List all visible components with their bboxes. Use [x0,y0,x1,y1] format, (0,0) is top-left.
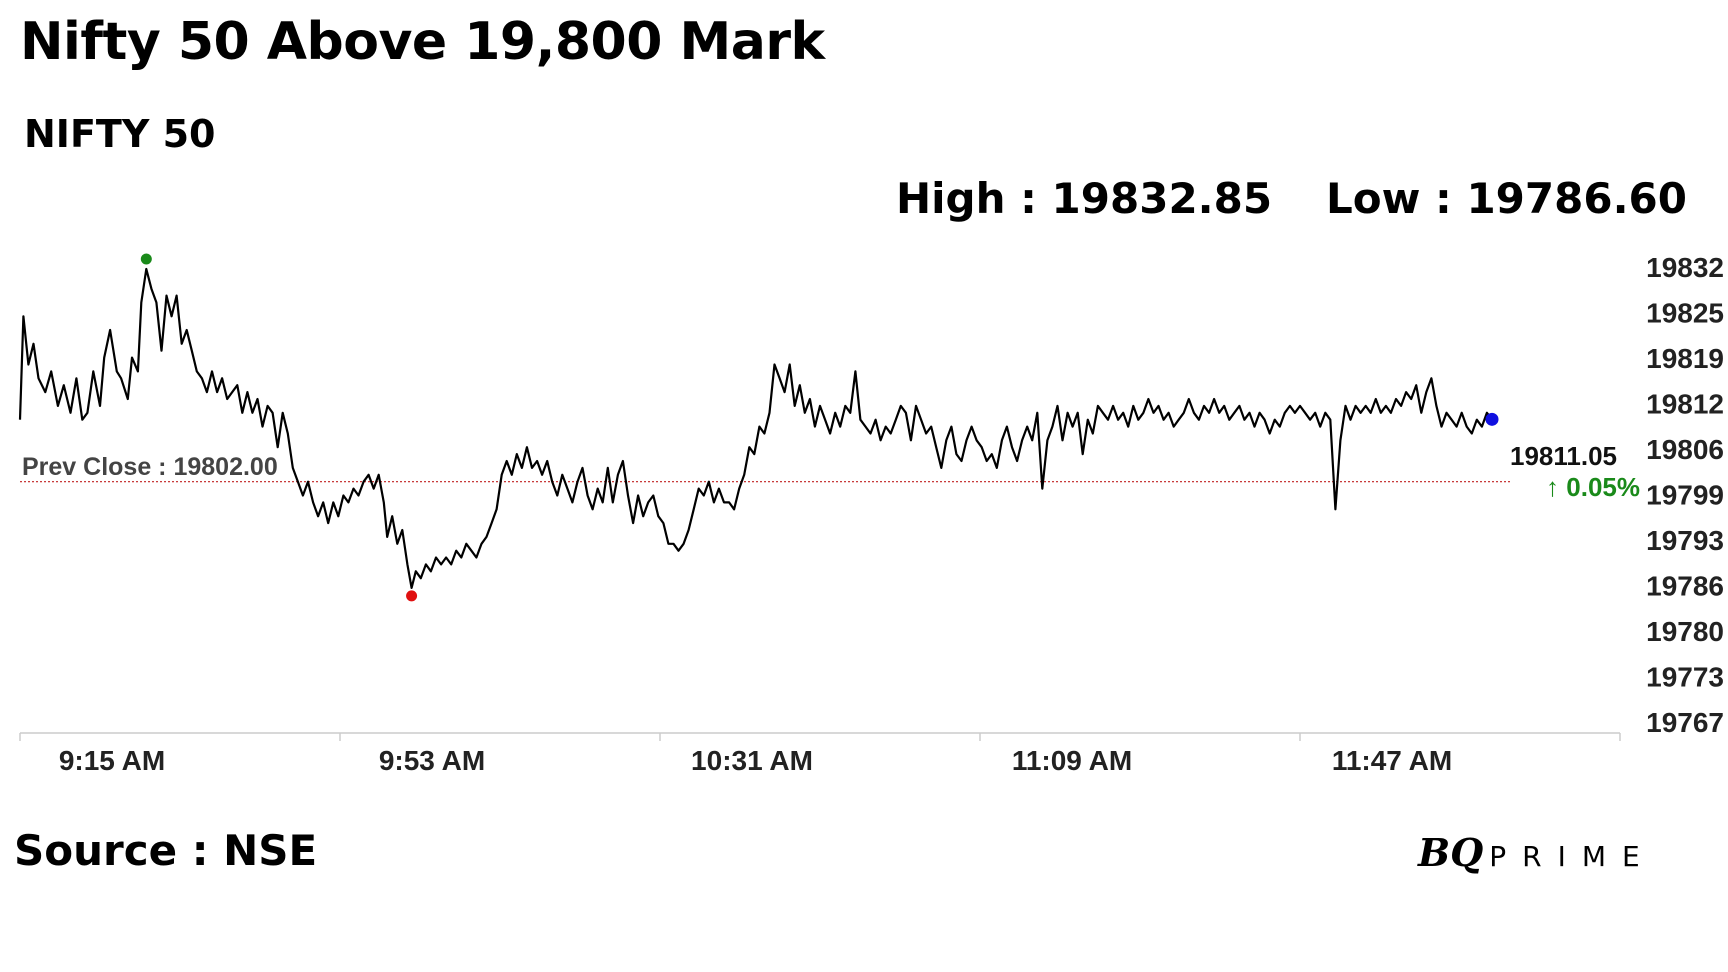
brand-prime: PRIME [1489,840,1656,873]
x-tick-label: 10:31 AM [691,745,813,776]
y-tick-label: 19793 [1646,525,1724,556]
high-stat: High : 19832.85 [896,174,1273,223]
x-tick-label: 11:09 AM [1012,745,1132,776]
y-tick-label: 19786 [1646,571,1724,602]
x-tick-label: 11:47 AM [1332,745,1452,776]
y-tick-label: 19825 [1646,298,1724,329]
y-tick-label: 19812 [1646,389,1724,420]
price-line [18,267,1493,589]
prev-close-label: Prev Close : 19802.00 [22,453,278,481]
low-stat: Low : 19786.60 [1326,174,1687,223]
day-high-marker [140,253,152,265]
y-tick-label: 19780 [1646,616,1724,647]
brand-logo: BQ PRIME [1418,830,1656,875]
x-tick-label: 9:53 AM [379,745,485,776]
change-percent-label: ↑ 0.05% [1546,472,1640,502]
brand-bq: BQ [1418,830,1484,875]
x-tick-label: 9:15 AM [59,745,165,776]
last-price-marker [1485,412,1499,426]
y-tick-label: 19806 [1646,434,1724,465]
day-low-marker [406,590,418,602]
source-label: Source : NSE [14,826,318,875]
y-tick-label: 19767 [1646,707,1724,738]
last-value-label: 19811.05 [1510,441,1617,471]
headline: Nifty 50 Above 19,800 Mark [20,12,825,72]
y-tick-label: 19799 [1646,480,1724,511]
y-tick-label: 19819 [1646,343,1724,374]
y-tick-label: 19832 [1646,252,1724,283]
y-tick-label: 19773 [1646,662,1724,693]
index-name: NIFTY 50 [24,112,216,156]
